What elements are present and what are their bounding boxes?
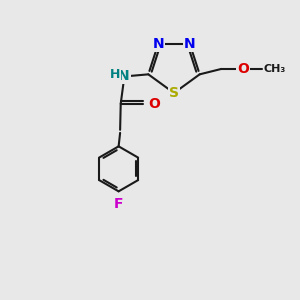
Text: H: H xyxy=(110,68,121,81)
Text: S: S xyxy=(169,86,179,100)
Text: N: N xyxy=(118,69,130,83)
Text: CH₃: CH₃ xyxy=(264,64,286,74)
Text: O: O xyxy=(237,62,249,76)
Text: N: N xyxy=(152,37,164,51)
Text: N: N xyxy=(184,37,196,51)
Text: F: F xyxy=(114,197,123,211)
Text: O: O xyxy=(148,97,160,111)
